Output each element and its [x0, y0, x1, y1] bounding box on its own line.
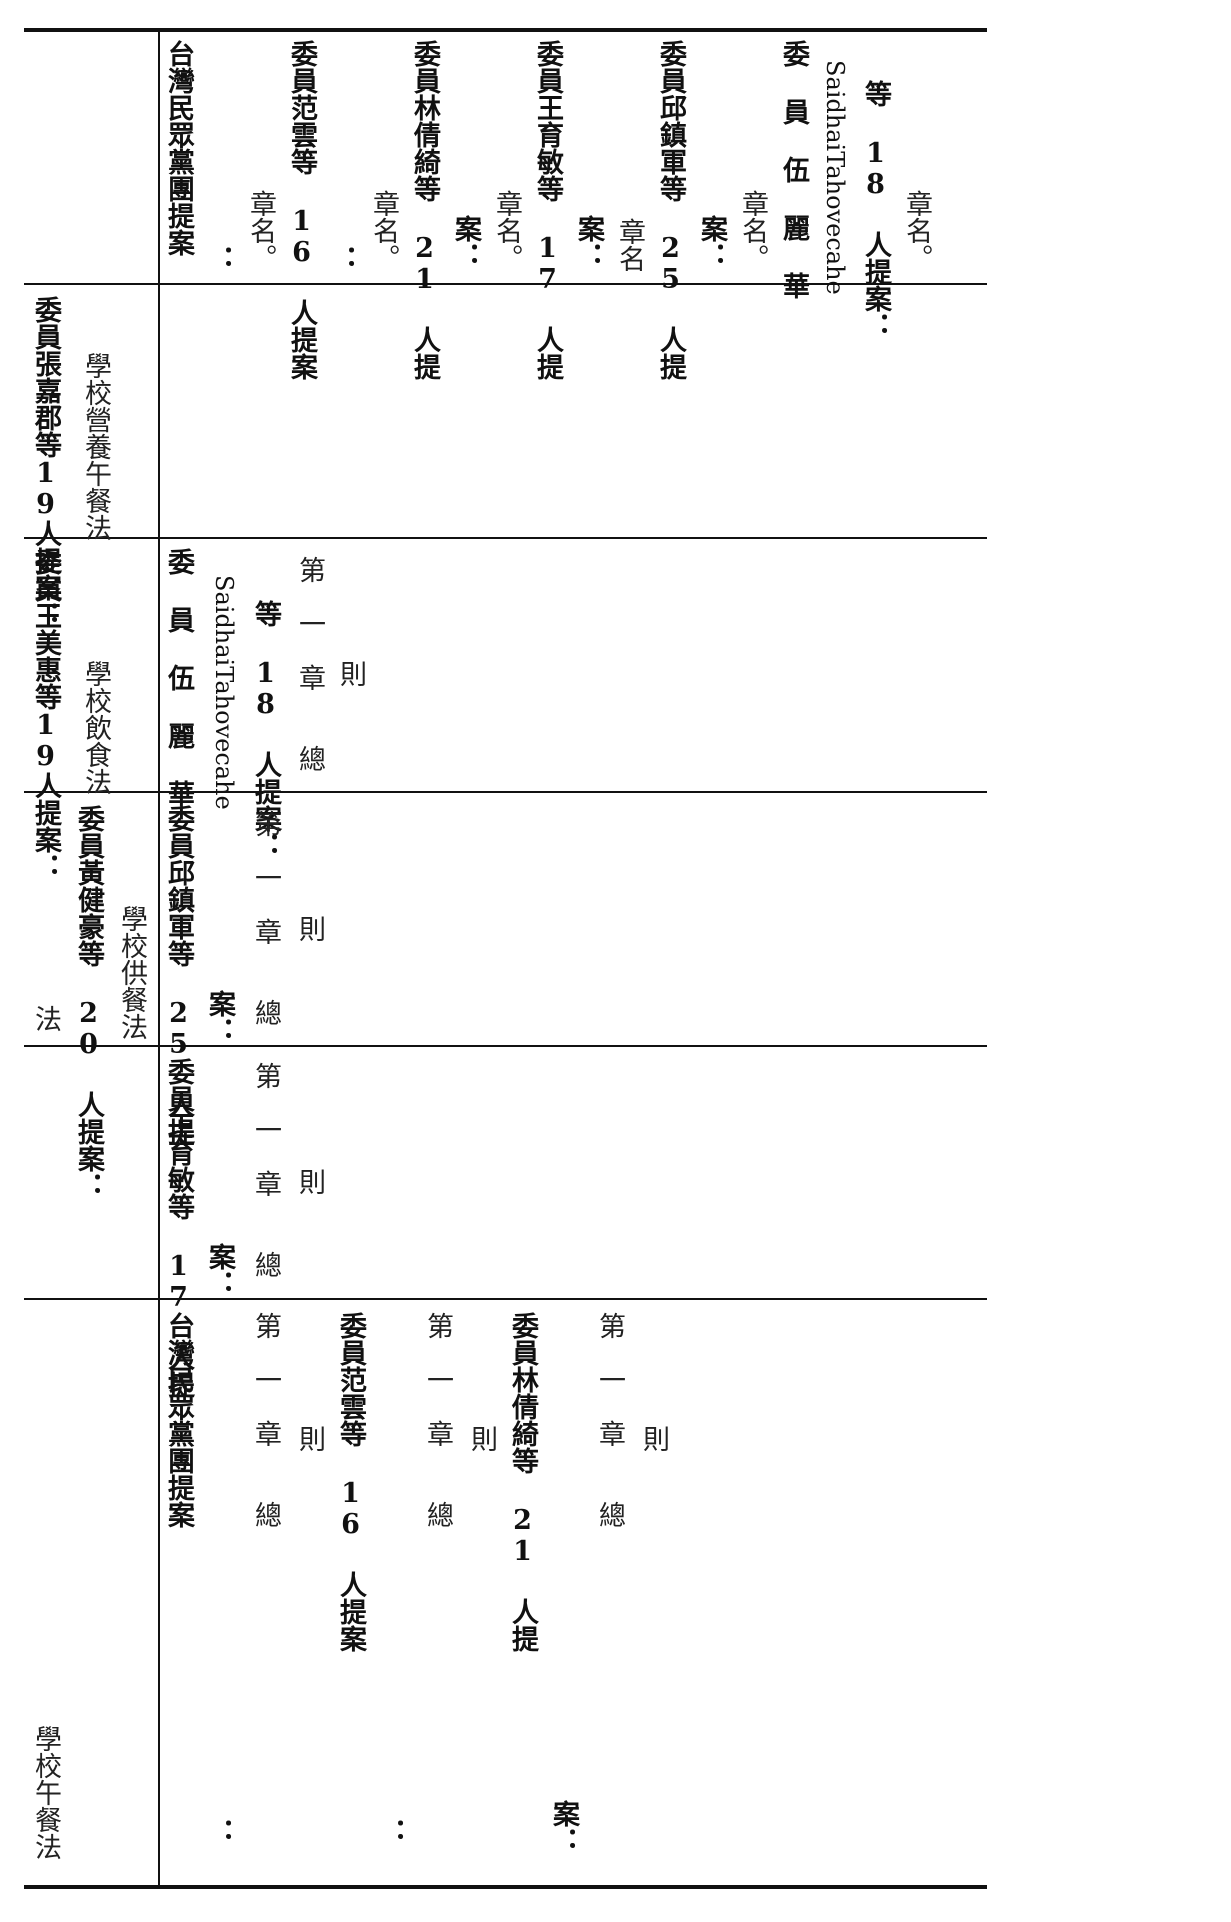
proposer-label: 委 員 伍 麗 華 — [163, 548, 194, 809]
proposer-header: 委員張嘉郡等19人提案： — [30, 296, 61, 628]
chapter-heading-suffix: 則 — [638, 1425, 669, 1452]
row-divider-2 — [24, 537, 987, 539]
chapter-note: 章名。 — [368, 190, 399, 271]
colon-label: ： — [204, 1818, 235, 1845]
proposer-label: 委員林倩綺等 21 人提 — [507, 1312, 538, 1652]
chapter-note: 章名 — [614, 218, 645, 272]
colon-label: 案： — [573, 215, 604, 269]
proposer-label: 委員林倩綺等 21 人提 — [409, 40, 440, 380]
chapter-heading-suffix: 則 — [466, 1425, 497, 1452]
bill-title: 學校營養午餐法 — [80, 352, 111, 541]
chapter-note: 章名。 — [737, 190, 768, 271]
colon-label: 案： — [204, 990, 235, 1044]
proposer-name-romanized: SaidhaiTahovecahe — [821, 60, 849, 295]
chapter-heading-suffix: 則 — [294, 1425, 325, 1452]
proposer-header: 委員王美惠等19人提案： — [30, 548, 61, 880]
proposer-label: 等 18 人提案： — [860, 80, 891, 339]
chapter-heading: 第 一 章 總 — [294, 556, 325, 772]
table-top-border — [24, 28, 987, 32]
proposer-label: 委員王育敏等 17 人提 — [163, 1058, 194, 1398]
colon-label: ： — [327, 245, 358, 272]
chapter-heading: 第 一 章 總 — [422, 1312, 453, 1528]
bill-title: 學校飲食法 — [80, 660, 111, 795]
proposer-label: 台灣民眾黨團提案 — [163, 40, 194, 256]
proposer-label: 委員邱鎮軍等 25 人提 — [655, 40, 686, 380]
colon-label: 案： — [696, 215, 727, 269]
chapter-heading: 第 一 章 總 — [250, 1062, 281, 1278]
chapter-heading-suffix: 則 — [294, 1168, 325, 1195]
table-bottom-border — [24, 1885, 987, 1889]
chapter-note: 章名。 — [901, 190, 932, 271]
bill-title: 學校供餐法 — [116, 905, 147, 1040]
colon-label: 案： — [548, 1800, 579, 1854]
colon-label: ： — [376, 1818, 407, 1845]
row-divider-4 — [24, 1045, 987, 1047]
chapter-note: 章名。 — [245, 190, 276, 271]
chapter-heading-suffix: 則 — [294, 915, 325, 942]
colon-label: 案： — [450, 215, 481, 269]
proposer-label: 委 員 伍 麗 華 — [778, 40, 809, 301]
chapter-heading: 第 一 章 總 — [250, 1312, 281, 1528]
bill-title: 學校午餐法 — [30, 1725, 61, 1860]
proposer-label: 委員王育敏等 17 人提 — [532, 40, 563, 380]
chapter-heading-suffix: 則 — [335, 660, 366, 687]
proposer-header: 委員黃健豪等 20 人提案： — [73, 805, 104, 1199]
proposer-label: 等 18 人提案： — [250, 600, 281, 859]
row-divider-1 — [24, 283, 987, 285]
colon-label: 案： — [204, 1243, 235, 1297]
chapter-heading: 第 一 章 總 — [250, 810, 281, 1026]
colon-label: ： — [204, 245, 235, 272]
header-fragment: 法 — [30, 1005, 61, 1032]
proposer-name-romanized: SaidhaiTahovecahe — [210, 575, 238, 810]
proposer-label: 委員范雲等 16 人提案 — [286, 40, 317, 380]
chapter-heading: 第 一 章 總 — [594, 1312, 625, 1528]
chapter-note: 章名。 — [491, 190, 522, 271]
row-divider-3 — [24, 791, 987, 793]
proposer-label: 委員邱鎮軍等 25 人提 — [163, 805, 194, 1145]
proposer-label: 台灣民眾黨團提案 — [163, 1312, 194, 1528]
row-divider-5 — [24, 1298, 987, 1300]
proposer-label: 委員范雲等 16 人提案 — [335, 1312, 366, 1652]
column-divider — [158, 30, 160, 1887]
